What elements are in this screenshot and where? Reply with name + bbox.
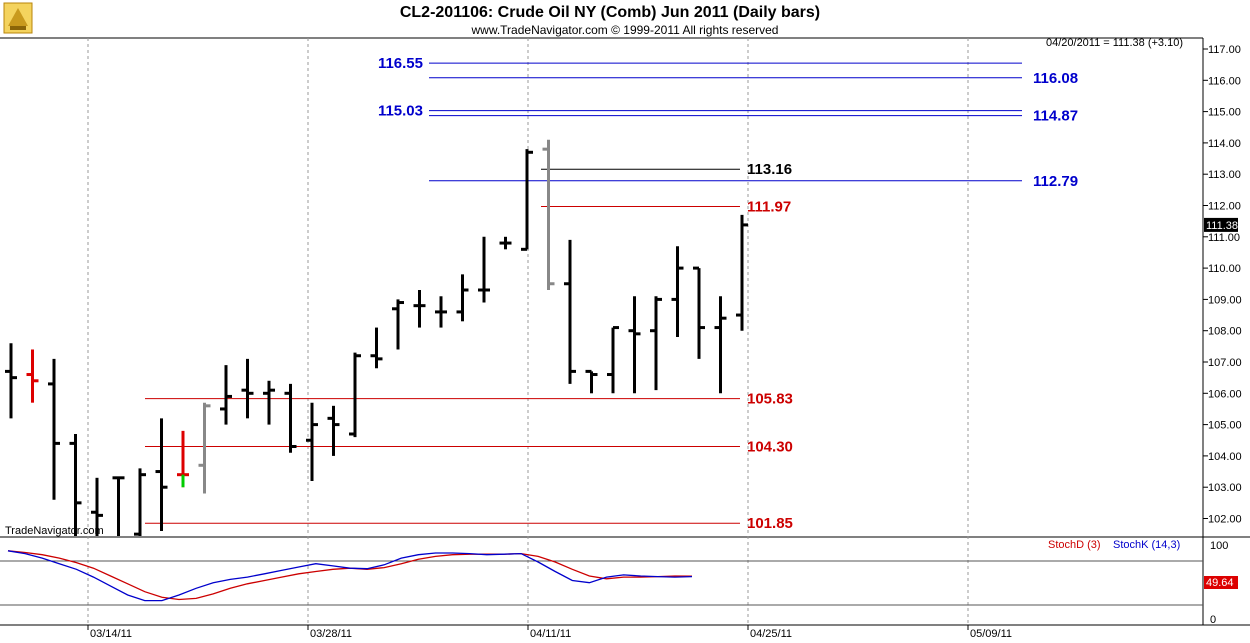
price-tick-label: 114.00 xyxy=(1208,138,1241,150)
copyright: www.TradeNavigator.com © 1999-2011 All r… xyxy=(471,23,779,37)
price-tick-label: 110.00 xyxy=(1208,263,1241,275)
ohlc-bar xyxy=(263,380,275,425)
ohlc-bar xyxy=(327,405,340,456)
stoch-last-box xyxy=(1204,576,1238,589)
price-levels: 116.55 116.08 115.03 114.87 113.16 112.79 111.… xyxy=(145,55,1078,532)
price-tick-label: 106.00 xyxy=(1208,388,1242,400)
ohlc-bar xyxy=(564,239,576,384)
stoch-last-label: 49.64 xyxy=(1206,577,1234,589)
level-label: 101.85 xyxy=(747,515,793,532)
price-tick-label: 117.00 xyxy=(1208,44,1241,56)
legend-stochk: StochK (14,3) xyxy=(1113,539,1180,551)
price-tick-label: 112.00 xyxy=(1208,201,1241,213)
ohlc-bar xyxy=(5,343,17,419)
ohlc-bar xyxy=(714,296,727,394)
legend-stochd: StochD (3) xyxy=(1048,539,1101,551)
stochastic-pane: 100 0 StochD (3) StochK (14,3) 49.64 xyxy=(0,539,1238,626)
level-label: 112.79 xyxy=(1033,173,1078,190)
last-quote: 04/20/2011 = 111.38 (+3.10) xyxy=(1046,37,1183,49)
stoch-tick-label: 100 xyxy=(1210,540,1228,552)
stoch-series-line xyxy=(7,550,693,601)
ohlc-bar xyxy=(370,327,383,369)
chart-title: CL2-201106: Crude Oil NY (Comb) Jun 2011… xyxy=(400,4,820,21)
time-tick-label: 04/25/11 xyxy=(750,628,792,640)
time-tick-label: 03/28/11 xyxy=(310,628,352,640)
ohlc-bar xyxy=(628,296,641,394)
ohlc-bar xyxy=(521,149,533,251)
ohlc-bar xyxy=(241,358,254,419)
level-label: 115.03 xyxy=(378,103,423,120)
level-label: 114.87 xyxy=(1033,108,1078,125)
price-tick-label: 103.00 xyxy=(1208,482,1242,494)
level-label: 116.55 xyxy=(378,55,423,72)
level-label: 113.16 xyxy=(747,161,792,178)
ohlc-bar xyxy=(155,418,168,532)
price-tick-label: 111.00 xyxy=(1208,232,1240,244)
ohlc-bar xyxy=(542,139,555,291)
ohlc-bar xyxy=(48,358,60,500)
ohlc-bar xyxy=(435,296,447,328)
ohlc-bar xyxy=(693,266,705,359)
ohlc-bar xyxy=(650,296,662,391)
watermark: TradeNavigator.com xyxy=(5,525,104,537)
ohlc-bar xyxy=(134,468,146,536)
ohlc-bar xyxy=(26,349,39,403)
ohlc-bar xyxy=(499,236,512,250)
price-tick-label: 102.00 xyxy=(1208,514,1242,526)
stoch-tick-label: 0 xyxy=(1210,614,1216,626)
ohlc-bar xyxy=(91,477,103,536)
price-tick-label: 105.00 xyxy=(1208,420,1242,432)
ohlc-bar xyxy=(392,299,404,350)
last-price-box xyxy=(1204,217,1238,232)
ohlc-bar xyxy=(220,365,232,425)
ohlc-bar xyxy=(736,214,748,331)
time-tick-label: 03/14/11 xyxy=(90,628,132,640)
ohlc-bar xyxy=(478,236,490,303)
price-tick-label: 104.00 xyxy=(1208,451,1242,463)
ohlc-bar xyxy=(112,476,125,536)
time-tick-label: 05/09/11 xyxy=(970,628,1012,640)
level-label: 104.30 xyxy=(747,439,793,456)
price-tick-label: 113.00 xyxy=(1208,169,1241,181)
price-axis: 117.00 116.00 115.00 114.00 113.00 112.00 111.… xyxy=(1203,44,1242,526)
ohlc-bar xyxy=(349,352,361,438)
stoch-series-line xyxy=(7,550,693,602)
level-label: 111.97 xyxy=(747,198,791,215)
ohlc-bar xyxy=(413,290,426,328)
trade-navigator-logo xyxy=(3,2,33,34)
ohlc-bar xyxy=(177,430,189,488)
price-tick-label: 109.00 xyxy=(1208,294,1242,306)
level-label: 105.83 xyxy=(747,391,793,408)
ohlc-bar xyxy=(284,383,297,453)
time-tick-label: 04/11/11 xyxy=(530,628,571,640)
ohlc-bar xyxy=(306,402,318,481)
price-tick-label: 116.00 xyxy=(1208,75,1241,87)
gridlines xyxy=(87,38,969,625)
ohlc-bar xyxy=(607,326,619,394)
ohlc-bar xyxy=(198,402,211,494)
level-label: 116.08 xyxy=(1033,70,1078,87)
ohlc-bar xyxy=(69,433,82,536)
price-tick-label: 115.00 xyxy=(1208,107,1241,119)
price-tick-label: 108.00 xyxy=(1208,326,1242,338)
ohlc-bars xyxy=(5,139,748,536)
ohlc-bar xyxy=(671,246,684,337)
ohlc-bar xyxy=(585,369,598,394)
last-price-label: 111.38 xyxy=(1206,220,1238,232)
time-axis: 03/14/11 03/28/11 04/11/11 04/25/11 05/09/11 xyxy=(87,625,1012,640)
price-tick-label: 107.00 xyxy=(1208,357,1242,369)
ohlc-bar xyxy=(456,274,469,322)
